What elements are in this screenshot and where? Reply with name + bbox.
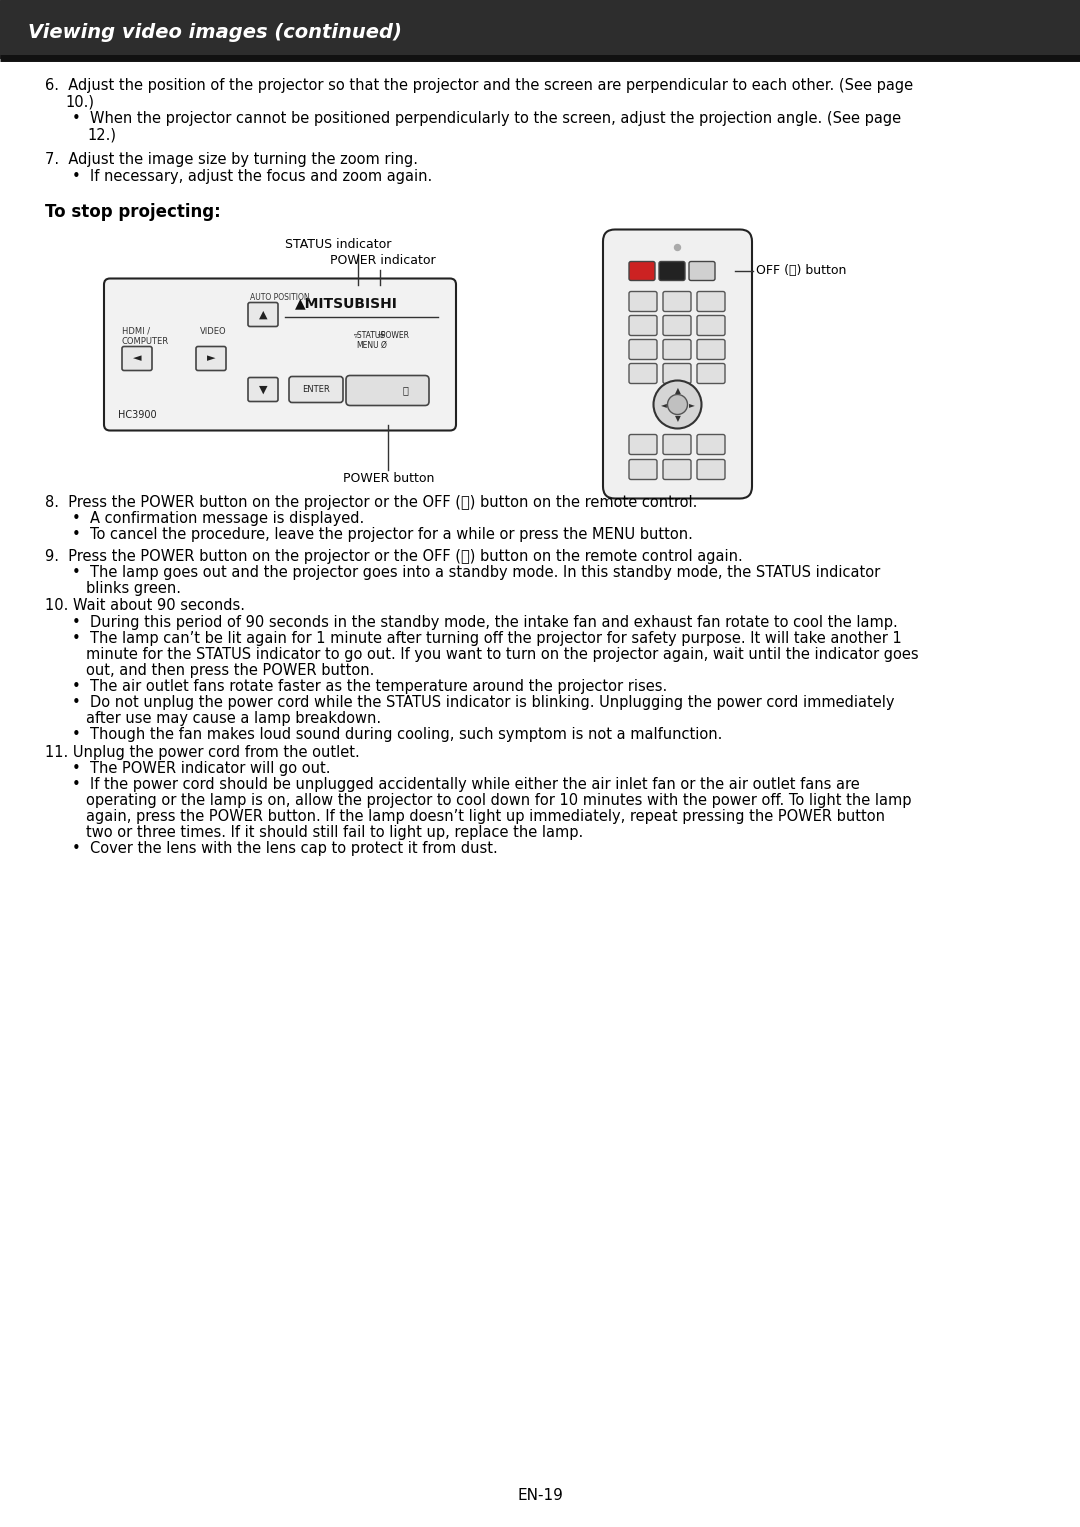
Text: VIDEO: VIDEO	[200, 327, 227, 336]
Text: ►: ►	[206, 353, 215, 363]
Text: ▼: ▼	[259, 385, 267, 394]
Text: To stop projecting:: To stop projecting:	[45, 203, 220, 221]
FancyBboxPatch shape	[663, 363, 691, 383]
Text: •  If the power cord should be unplugged accidentally while either the air inlet: • If the power cord should be unplugged …	[72, 777, 860, 791]
FancyBboxPatch shape	[697, 460, 725, 479]
FancyBboxPatch shape	[289, 377, 343, 403]
Text: •  Cover the lens with the lens cap to protect it from dust.: • Cover the lens with the lens cap to pr…	[72, 840, 498, 855]
FancyBboxPatch shape	[697, 435, 725, 455]
FancyBboxPatch shape	[663, 316, 691, 336]
Text: Viewing video images (continued): Viewing video images (continued)	[28, 23, 402, 41]
FancyBboxPatch shape	[697, 363, 725, 383]
FancyBboxPatch shape	[248, 377, 278, 402]
FancyBboxPatch shape	[248, 302, 278, 327]
Text: •  The lamp can’t be lit again for 1 minute after turning off the projector for : • The lamp can’t be lit again for 1 minu…	[72, 631, 902, 646]
Text: MENU: MENU	[356, 341, 379, 350]
Text: AUTO POSITION: AUTO POSITION	[249, 293, 310, 301]
FancyBboxPatch shape	[629, 292, 657, 312]
Circle shape	[675, 244, 680, 250]
FancyBboxPatch shape	[663, 460, 691, 479]
Text: HDMI /: HDMI /	[122, 327, 150, 336]
Text: ◄: ◄	[133, 353, 141, 363]
FancyBboxPatch shape	[603, 229, 752, 498]
FancyBboxPatch shape	[629, 261, 654, 281]
FancyBboxPatch shape	[629, 316, 657, 336]
Text: minute for the STATUS indicator to go out. If you want to turn on the projector : minute for the STATUS indicator to go ou…	[86, 646, 919, 661]
Text: Ø: Ø	[381, 341, 387, 350]
Text: •  If necessary, adjust the focus and zoom again.: • If necessary, adjust the focus and zoo…	[72, 168, 432, 183]
Text: after use may cause a lamp breakdown.: after use may cause a lamp breakdown.	[86, 710, 381, 725]
FancyBboxPatch shape	[629, 339, 657, 359]
FancyBboxPatch shape	[663, 435, 691, 455]
FancyBboxPatch shape	[629, 435, 657, 455]
Text: •  When the projector cannot be positioned perpendicularly to the screen, adjust: • When the projector cannot be positione…	[72, 111, 901, 127]
Text: ►: ►	[689, 400, 694, 409]
Text: out, and then press the POWER button.: out, and then press the POWER button.	[86, 663, 375, 678]
Text: ▿STATUS: ▿STATUS	[354, 330, 387, 339]
Text: POWER button: POWER button	[343, 472, 434, 486]
FancyBboxPatch shape	[697, 339, 725, 359]
FancyBboxPatch shape	[663, 292, 691, 312]
Text: ▲: ▲	[675, 386, 680, 395]
Text: operating or the lamp is on, allow the projector to cool down for 10 minutes wit: operating or the lamp is on, allow the p…	[86, 793, 912, 808]
Text: HC3900: HC3900	[118, 411, 157, 420]
FancyBboxPatch shape	[689, 261, 715, 281]
Text: ▲MITSUBISHI: ▲MITSUBISHI	[295, 296, 397, 310]
Circle shape	[653, 380, 702, 429]
FancyBboxPatch shape	[697, 292, 725, 312]
Text: •  The lamp goes out and the projector goes into a standby mode. In this standby: • The lamp goes out and the projector go…	[72, 565, 880, 580]
Text: •  During this period of 90 seconds in the standby mode, the intake fan and exha: • During this period of 90 seconds in th…	[72, 614, 897, 629]
Text: •  Do not unplug the power cord while the STATUS indicator is blinking. Unpluggi: • Do not unplug the power cord while the…	[72, 695, 894, 710]
Text: 10. Wait about 90 seconds.: 10. Wait about 90 seconds.	[45, 599, 245, 614]
FancyBboxPatch shape	[629, 460, 657, 479]
Text: ⏽: ⏽	[402, 385, 408, 395]
Bar	[0, 0, 1080, 58]
Text: again, press the POWER button. If the lamp doesn’t light up immediately, repeat : again, press the POWER button. If the la…	[86, 808, 885, 823]
FancyBboxPatch shape	[663, 339, 691, 359]
Text: OFF (⏽) button: OFF (⏽) button	[756, 264, 847, 276]
Text: •  A confirmation message is displayed.: • A confirmation message is displayed.	[72, 510, 364, 525]
Text: COMPUTER: COMPUTER	[122, 336, 170, 345]
Text: 11. Unplug the power cord from the outlet.: 11. Unplug the power cord from the outle…	[45, 745, 360, 759]
Text: ENTER: ENTER	[302, 385, 329, 394]
Text: blinks green.: blinks green.	[86, 580, 181, 596]
Text: POWER indicator: POWER indicator	[330, 253, 435, 267]
Circle shape	[667, 394, 688, 414]
FancyBboxPatch shape	[122, 347, 152, 371]
Text: two or three times. If it should still fail to light up, replace the lamp.: two or three times. If it should still f…	[86, 825, 583, 840]
Text: ◄: ◄	[661, 400, 666, 409]
FancyBboxPatch shape	[195, 347, 226, 371]
Text: EN-19: EN-19	[517, 1487, 563, 1503]
Text: 6.  Adjust the position of the projector so that the projector and the screen ar: 6. Adjust the position of the projector …	[45, 78, 913, 93]
Text: ▿POWER: ▿POWER	[378, 330, 410, 339]
Text: ▲: ▲	[259, 310, 267, 319]
Text: •  The air outlet fans rotate faster as the temperature around the projector ris: • The air outlet fans rotate faster as t…	[72, 678, 667, 693]
Text: 12.): 12.)	[87, 127, 116, 142]
FancyBboxPatch shape	[659, 261, 685, 281]
Text: •  Though the fan makes loud sound during cooling, such symptom is not a malfunc: • Though the fan makes loud sound during…	[72, 727, 723, 742]
Text: 9.  Press the POWER button on the projector or the OFF (⏽) button on the remote : 9. Press the POWER button on the project…	[45, 548, 743, 563]
Text: 8.  Press the POWER button on the projector or the OFF (⏽) button on the remote : 8. Press the POWER button on the project…	[45, 495, 698, 510]
FancyBboxPatch shape	[346, 376, 429, 406]
Text: •  The POWER indicator will go out.: • The POWER indicator will go out.	[72, 760, 330, 776]
FancyBboxPatch shape	[697, 316, 725, 336]
Text: •  To cancel the procedure, leave the projector for a while or press the MENU bu: • To cancel the procedure, leave the pro…	[72, 527, 693, 542]
Text: ▼: ▼	[675, 414, 680, 423]
FancyBboxPatch shape	[629, 363, 657, 383]
Text: 7.  Adjust the image size by turning the zoom ring.: 7. Adjust the image size by turning the …	[45, 153, 418, 166]
Text: 10.): 10.)	[65, 95, 94, 110]
Text: STATUS indicator: STATUS indicator	[285, 238, 391, 250]
FancyBboxPatch shape	[104, 278, 456, 431]
